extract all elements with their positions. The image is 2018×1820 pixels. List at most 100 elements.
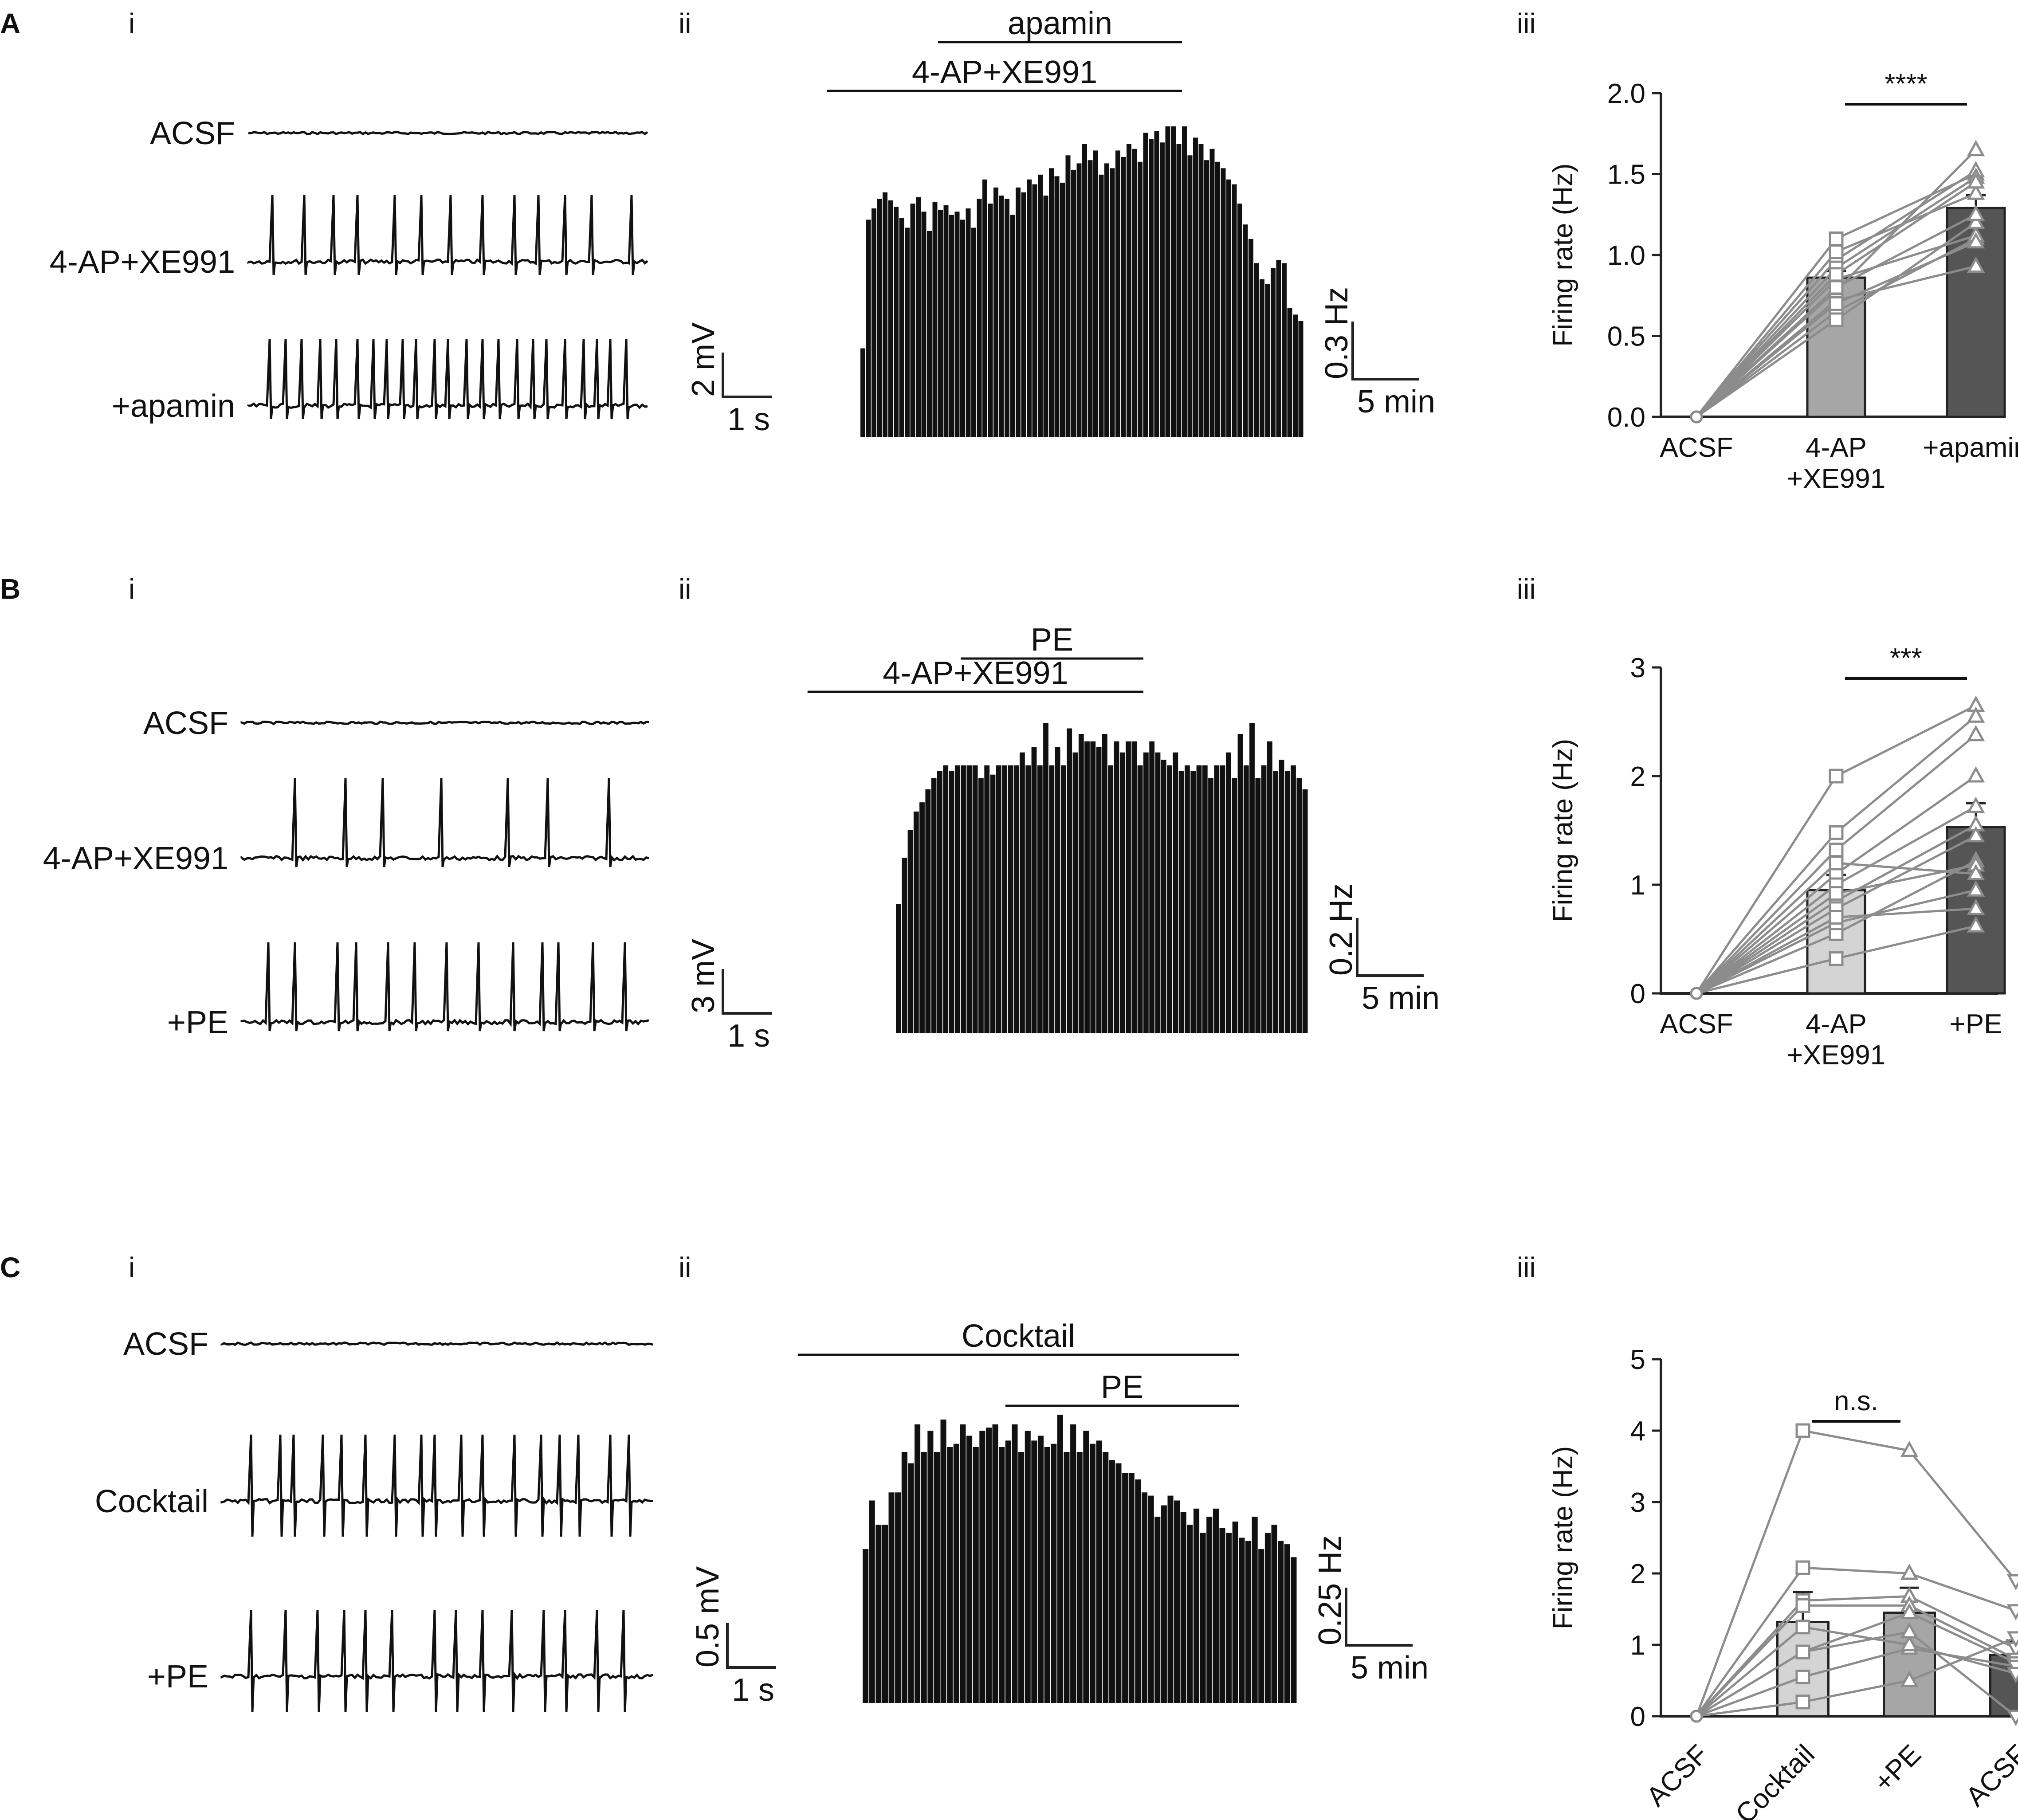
histogram-bar <box>905 228 910 437</box>
histogram-bar <box>1127 144 1131 437</box>
histogram-bar <box>984 765 990 1033</box>
histogram-bar <box>913 812 919 1033</box>
paired-line <box>1696 1631 2017 1718</box>
histogram-bar <box>943 765 949 1033</box>
histogram-bar <box>1032 184 1037 437</box>
data-point <box>1690 1710 1703 1723</box>
histogram-bar <box>1226 752 1231 1033</box>
histogram-bar <box>1126 741 1131 1033</box>
trace-label: Cocktail <box>95 1484 208 1519</box>
histogram-bar <box>1088 160 1093 437</box>
data-point <box>1829 231 1844 246</box>
data-point <box>1829 910 1844 925</box>
histogram-bar <box>1165 126 1170 437</box>
trace-scale-x: 1 s <box>727 402 770 437</box>
y-tick-label: 1 <box>1630 870 1645 901</box>
histogram-bar <box>894 207 899 437</box>
histogram-bar <box>916 197 921 437</box>
histogram-bar <box>1031 1440 1037 1703</box>
drug-label: Cocktail <box>962 1318 1075 1354</box>
histogram-bar <box>954 212 960 437</box>
data-point <box>1900 1440 1919 1457</box>
histogram-bar <box>1008 765 1013 1033</box>
histogram-bar <box>1180 1512 1186 1703</box>
histogram-bar <box>882 1525 888 1703</box>
y-tick-label: 5 <box>1630 1345 1645 1375</box>
subpanel-label: iii <box>1517 573 1536 605</box>
data-point <box>1967 184 1985 200</box>
histogram-bar <box>1025 765 1031 1033</box>
y-tick-label: 2 <box>1630 1559 1645 1589</box>
data-point <box>1967 140 1985 157</box>
x-category-label: ACSF <box>1641 1739 1714 1812</box>
histogram-bar <box>988 204 993 437</box>
paired-line <box>1696 1647 2016 1718</box>
voltage-trace <box>248 130 648 136</box>
histogram-bar <box>1089 1443 1095 1703</box>
trace-label: 4-AP+XE991 <box>50 244 235 280</box>
trace-scale-bar <box>726 1623 776 1669</box>
histogram-bar <box>1249 723 1255 1033</box>
y-tick-label: 3 <box>1630 653 1645 683</box>
histogram-bar <box>1248 239 1253 437</box>
histogram-bar <box>1284 771 1290 1033</box>
data-point <box>1967 864 1985 880</box>
histogram-bar <box>1232 184 1237 437</box>
histogram-bar <box>1296 778 1302 1033</box>
histogram-bar <box>1298 321 1303 437</box>
data-point <box>1795 1620 1810 1635</box>
histogram-bar <box>1182 126 1187 437</box>
histogram-bar <box>938 210 943 437</box>
data-point <box>1967 706 1985 723</box>
histogram-bar <box>937 771 942 1033</box>
data-point <box>1900 1635 1919 1651</box>
histogram-bar <box>960 1424 966 1703</box>
histogram-bar <box>1237 204 1242 437</box>
histogram-scale-y: 0.2 Hz <box>1323 883 1359 976</box>
data-point <box>2006 1631 2018 1648</box>
histogram-scale-bar <box>1345 1588 1413 1647</box>
data-point <box>1795 1669 1810 1684</box>
histogram-bar <box>990 774 996 1033</box>
histogram-bar <box>940 1420 946 1703</box>
histogram-bar <box>1267 741 1272 1033</box>
voltage-trace <box>240 942 649 1032</box>
histogram-scale-bar <box>1351 322 1419 380</box>
histogram-bar <box>999 196 1004 437</box>
data-point <box>1829 951 1844 966</box>
histogram-bar <box>1061 765 1066 1033</box>
histogram-bar <box>1206 1517 1213 1703</box>
x-category-label: 4-AP +XE991 <box>1787 432 1885 494</box>
histogram-bar <box>1198 144 1204 437</box>
histogram-bar <box>1282 263 1287 437</box>
histogram-bar <box>1142 1492 1148 1703</box>
histogram-bar <box>896 904 901 1033</box>
histogram-bar <box>1121 157 1126 437</box>
histogram-bar <box>1202 765 1208 1033</box>
y-tick-label: 1.0 <box>1607 240 1645 271</box>
y-tick-label: 0 <box>1630 1702 1645 1732</box>
histogram-bar <box>860 348 865 437</box>
histogram-bar <box>1161 760 1166 1033</box>
voltage-trace <box>240 778 649 867</box>
y-tick-label: 2.0 <box>1607 78 1645 109</box>
paired-line <box>1696 1604 2017 1717</box>
paired-line <box>1696 1595 2017 1717</box>
histogram-bar <box>1084 741 1090 1033</box>
data-point <box>1795 1694 1810 1710</box>
data-point <box>1829 296 1844 311</box>
data-point <box>1900 1603 1919 1620</box>
histogram-bar <box>1276 260 1281 437</box>
histogram-bar <box>1171 126 1176 437</box>
subpanel-label: ii <box>679 573 691 605</box>
x-category-label: 4-AP +XE991 <box>1787 1009 1885 1071</box>
histogram-bar <box>1049 765 1055 1033</box>
histogram-bar <box>949 215 954 437</box>
histogram-bar <box>1143 133 1148 437</box>
histogram-bar <box>1245 1541 1252 1703</box>
histogram-bar <box>1043 723 1048 1033</box>
y-tick-label: 2 <box>1630 761 1645 792</box>
histogram-bar <box>1232 778 1237 1033</box>
data-point <box>2006 1710 2018 1726</box>
y-tick-label: 1.5 <box>1607 160 1645 190</box>
